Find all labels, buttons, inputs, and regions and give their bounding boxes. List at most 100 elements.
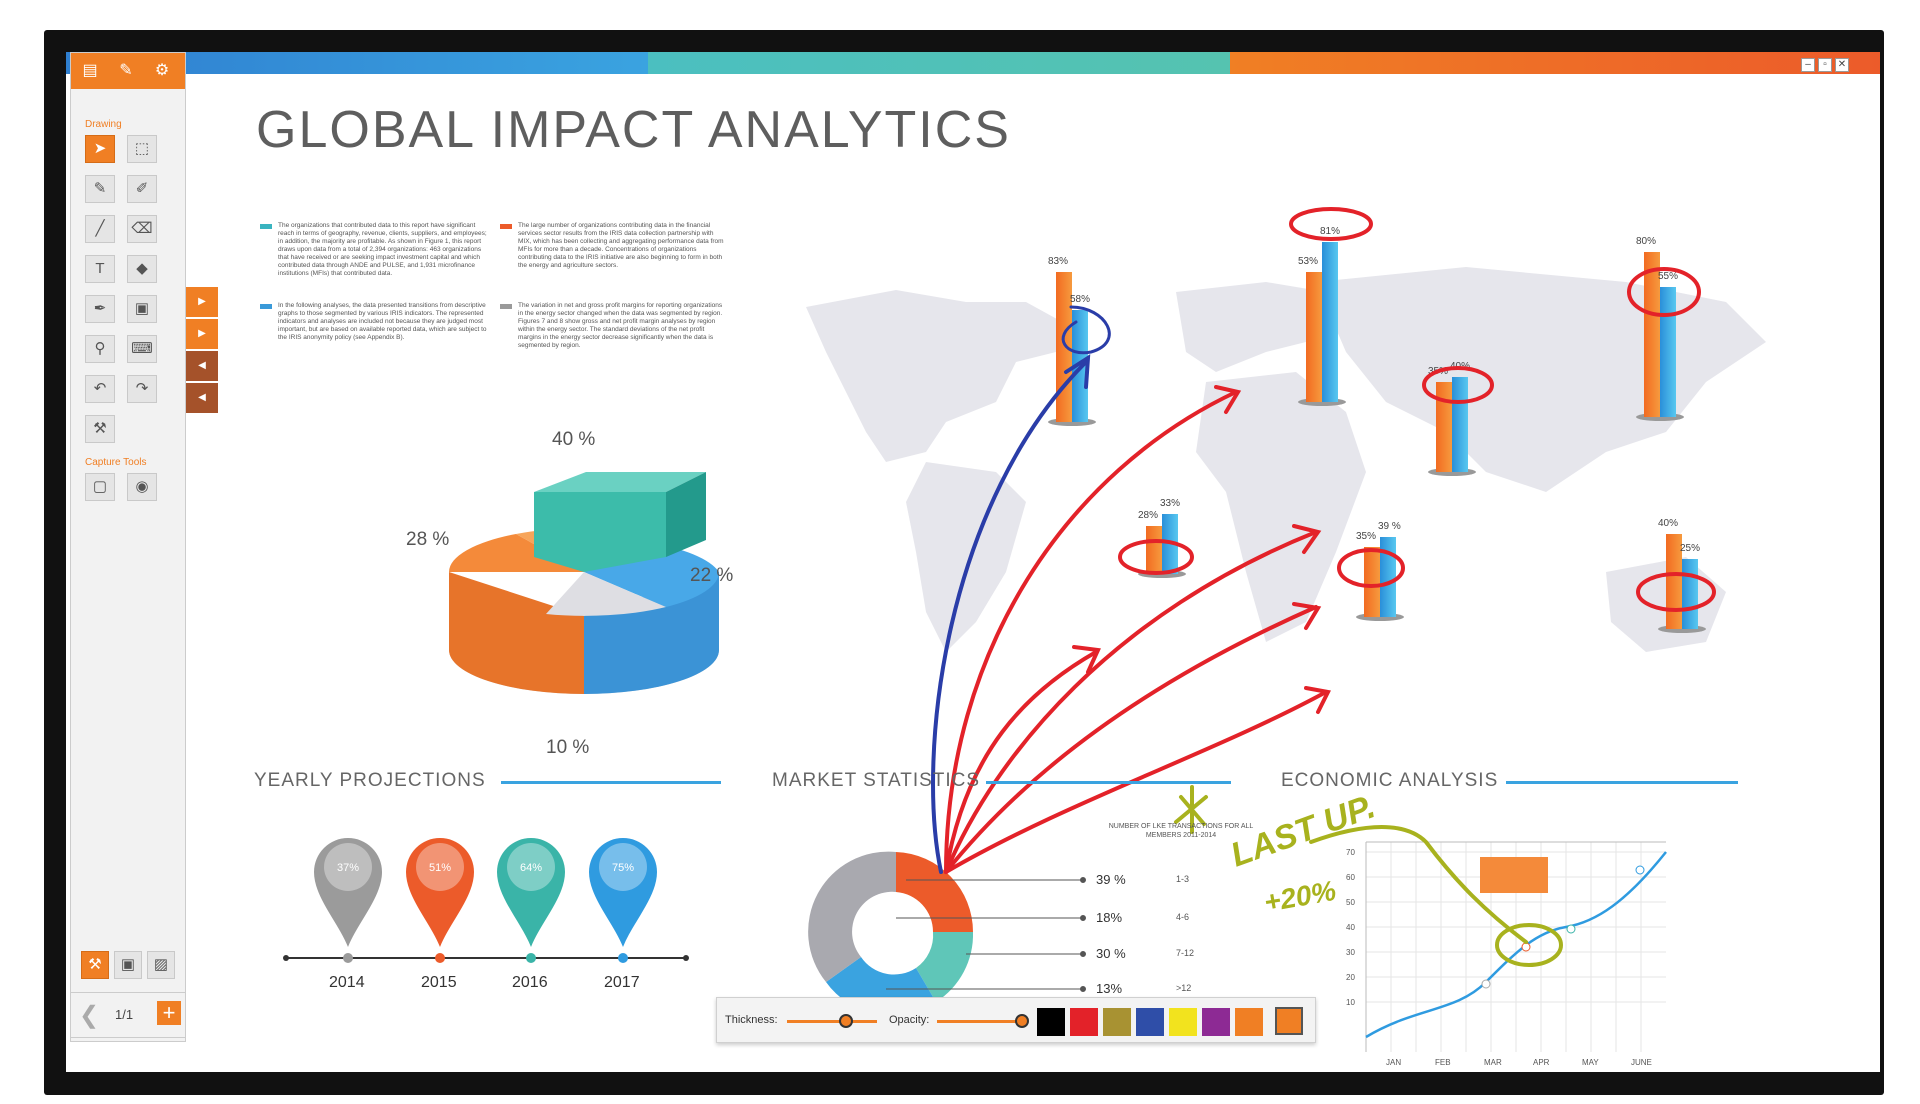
- y-tick: 10: [1346, 998, 1355, 1007]
- ink-circle-81[interactable]: [1289, 207, 1373, 241]
- pin-value: 75%: [612, 862, 634, 874]
- map-europe: [1176, 282, 1326, 372]
- screen-capture-icon[interactable]: ▢: [85, 473, 115, 501]
- color-swatch[interactable]: [1136, 1008, 1164, 1036]
- ink-circle-39[interactable]: [1337, 548, 1405, 588]
- paragraph-text: The variation in net and gross profit ma…: [518, 302, 723, 349]
- image-icon[interactable]: ▣: [127, 295, 157, 323]
- ink-arrow-red-3[interactable]: [944, 530, 1318, 874]
- map-bar-label-blue: 33%: [1160, 498, 1180, 509]
- map-bar-orange: [1306, 272, 1322, 402]
- prev-page-icon[interactable]: ❮: [79, 1002, 100, 1029]
- opacity-slider[interactable]: [937, 1020, 1023, 1023]
- color-swatch[interactable]: [1103, 1008, 1131, 1036]
- expand-right-button[interactable]: ▶: [186, 287, 218, 317]
- color-swatch[interactable]: [1202, 1008, 1230, 1036]
- shapes-icon[interactable]: ◆: [127, 255, 157, 283]
- gear-icon[interactable]: ⚙: [154, 62, 170, 79]
- color-swatch[interactable]: [1169, 1008, 1197, 1036]
- color-swatch[interactable]: [1070, 1008, 1098, 1036]
- collapse-left-button[interactable]: ◀: [186, 351, 218, 381]
- ink-arrow-red-1[interactable]: [944, 390, 1238, 874]
- select-arrow-icon[interactable]: ➤: [85, 135, 115, 163]
- ink-circle-40[interactable]: [1422, 366, 1494, 404]
- top-color-bar: – ▫ ✕: [66, 52, 1880, 74]
- keyboard-icon[interactable]: ⌨: [127, 335, 157, 363]
- pie-slice-side-orange: [449, 572, 584, 694]
- tools-icon[interactable]: ⚒: [81, 951, 109, 979]
- ink-circle-green[interactable]: [1495, 923, 1563, 967]
- window-icon[interactable]: ▣: [114, 951, 142, 979]
- infographic-canvas: 83%58%53%81%35% 40%80%55%28%33%35%39 % 40%…: [283, 207, 1766, 1052]
- market-range: 1-3: [1176, 874, 1190, 884]
- ink-star-green[interactable]: [1174, 785, 1208, 834]
- add-page-button[interactable]: +: [157, 1001, 181, 1025]
- gallery-icon[interactable]: ▨: [147, 951, 175, 979]
- x-tick: MAR: [1484, 1058, 1502, 1067]
- ink-circle-55[interactable]: [1627, 267, 1701, 317]
- opacity-slider-handle[interactable]: [1015, 1014, 1029, 1028]
- ink-circle-25[interactable]: [1636, 572, 1716, 612]
- map-bar-label-blue: 58%: [1070, 294, 1090, 305]
- thickness-slider[interactable]: [787, 1020, 877, 1023]
- map-bar-blue: [1682, 559, 1698, 629]
- donut-slice-39: [896, 852, 973, 932]
- ink-arrow-red-2[interactable]: [944, 650, 1098, 874]
- current-color-swatch[interactable]: [1275, 1007, 1303, 1035]
- y-tick: 70: [1346, 848, 1355, 857]
- map-bar-label-orange: 28%: [1138, 510, 1158, 521]
- color-swatch[interactable]: [1235, 1008, 1263, 1036]
- zoom-icon[interactable]: ⚲: [85, 335, 115, 363]
- highlighter-icon[interactable]: ✐: [127, 175, 157, 203]
- market-percent: 30 %: [1096, 946, 1126, 961]
- ink-circle-33[interactable]: [1118, 539, 1194, 575]
- map-bar-orange: [1436, 382, 1452, 472]
- market-caption: NUMBER OF LKE TRANSACTIONS FOR ALL MEMBE…: [1108, 823, 1254, 839]
- text-icon[interactable]: T: [85, 255, 115, 283]
- map-bar-orange: [1364, 547, 1380, 617]
- paragraph-color-key: [260, 224, 272, 229]
- section-line-market: [986, 781, 1231, 784]
- laser-pen-icon[interactable]: ╱: [85, 215, 115, 243]
- paragraph-text: In the following analyses, the data pres…: [278, 302, 487, 341]
- document-icon[interactable]: ▤: [82, 62, 98, 79]
- pin-value: 64%: [520, 862, 542, 874]
- expand-right-button-2[interactable]: ▶: [186, 319, 218, 349]
- ink-arrow-red-4[interactable]: [944, 605, 1318, 874]
- collapse-left-button-2[interactable]: ◀: [186, 383, 218, 413]
- section-line-yearly: [501, 781, 721, 784]
- pin-year-label: 2015: [421, 974, 457, 991]
- maximize-button[interactable]: ▫: [1818, 58, 1832, 72]
- color-swatch[interactable]: [1037, 1008, 1065, 1036]
- pin-year-label: 2014: [329, 974, 365, 991]
- pie-label-28: 28 %: [406, 529, 450, 550]
- pencil-icon[interactable]: ✎: [85, 175, 115, 203]
- hammer-icon[interactable]: ⚒: [85, 415, 115, 443]
- close-button[interactable]: ✕: [1835, 58, 1849, 72]
- ink-curve-green[interactable]: [1309, 825, 1528, 944]
- economic-tooltip: [1480, 857, 1548, 893]
- ink-arrow-red-5[interactable]: [944, 690, 1328, 874]
- section-title-yearly: YEARLY PROJECTIONS: [254, 770, 486, 791]
- redo-icon[interactable]: ↷: [127, 375, 157, 403]
- paragraph-text: The organizations that contributed data …: [278, 222, 487, 277]
- pie-slice-teal-side: [666, 472, 706, 557]
- map-bar-blue: [1452, 377, 1468, 472]
- color-pen-icon[interactable]: ✒: [85, 295, 115, 323]
- minimize-button[interactable]: –: [1801, 58, 1815, 72]
- y-tick: 60: [1346, 873, 1355, 882]
- thickness-slider-handle[interactable]: [839, 1014, 853, 1028]
- undo-icon[interactable]: ↶: [85, 375, 115, 403]
- pin-value: 37%: [337, 862, 359, 874]
- ink-text-plus-20: +20%: [1262, 875, 1339, 918]
- ink-arrow-blue[interactable]: [931, 360, 1088, 874]
- rectangle-select-icon[interactable]: ⬚: [127, 135, 157, 163]
- timeline-dot: [526, 953, 536, 963]
- timeline-dot: [435, 953, 445, 963]
- record-icon[interactable]: ◉: [127, 473, 157, 501]
- edit-icon[interactable]: ✎: [119, 62, 133, 79]
- timeline-end-dot: [283, 955, 289, 961]
- top-bar-orange: [1230, 52, 1880, 74]
- whiteboard-screen: – ▫ ✕ ▤ ✎ ⚙ Drawing ➤ ⬚ ✎ ✐ ╱ ⌫ T ◆ ✒ ▣ ⚲ ⌨ ↶ ↷ ⚒ Capt…: [66, 52, 1880, 1072]
- eraser-icon[interactable]: ⌫: [127, 215, 157, 243]
